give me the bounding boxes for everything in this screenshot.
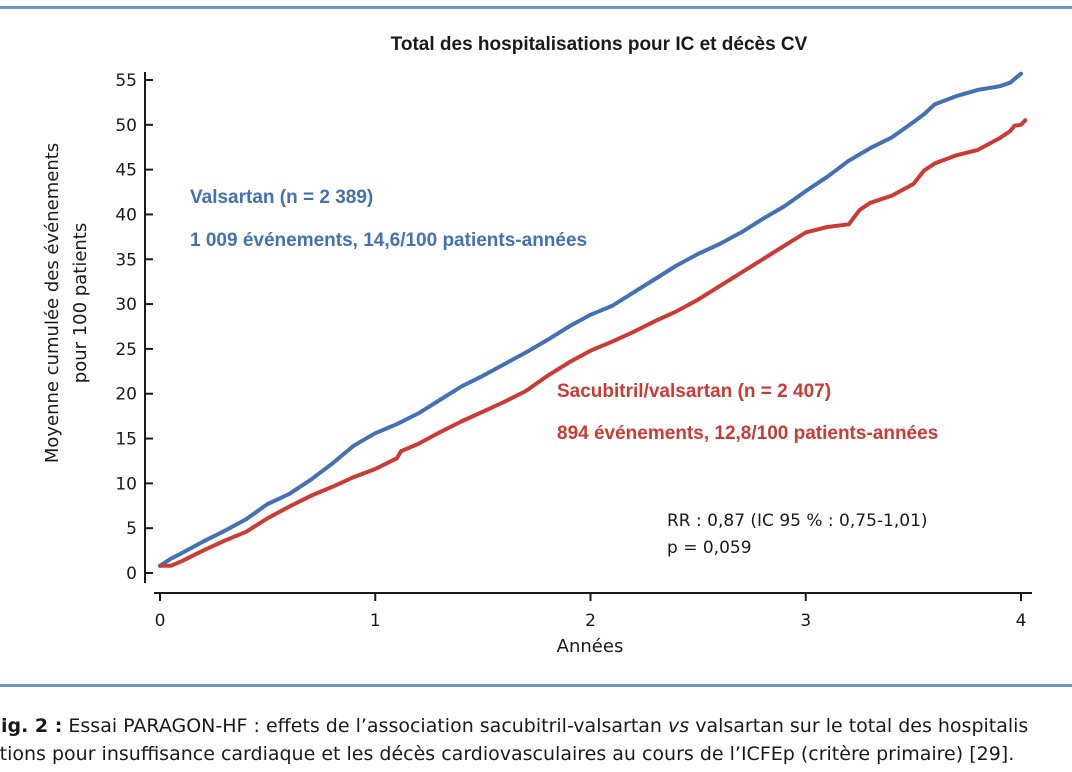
bottom-rule [0,684,1072,687]
y-tick-label: 5 [126,519,137,539]
legend-sacubitril: Sacubitril/valsartan (n = 2 407) [557,381,831,402]
caption-line-1: Fig. 2 : Essai PARAGON-HF : effets de l’… [0,712,1028,740]
caption-text-1-italic: vs [668,715,690,737]
y-tick-label: 30 [115,295,137,315]
caption-text-1a: Essai PARAGON-HF : effets de l’associati… [62,715,669,737]
figure-caption: Fig. 2 : Essai PARAGON-HF : effets de l’… [0,712,1072,772]
legend-valsartan-events: 1 009 événements, 14,6/100 patients-anné… [190,230,587,251]
series-line-sacubitril-valsartan [158,118,1028,568]
y-tick-label: 0 [126,564,137,584]
y-tick-label: 55 [115,71,137,91]
caption-text-1b: valsartan sur le total des hospitalis [689,715,1029,737]
y-tick-label: 15 [115,430,137,450]
y-tick-label: 45 [115,161,137,181]
x-tick-label: 2 [585,611,596,631]
caption-line-2: ations pour insuffisance cardiaque et le… [0,743,1015,765]
x-tick-label: 0 [155,611,166,631]
y-tick-label: 50 [115,116,137,136]
y-tick-label: 35 [115,250,137,270]
caption-label: Fig. 2 : [0,715,63,737]
chart-title: Total des hospitalisations pour IC et dé… [391,34,808,55]
y-axis-label-line1: Moyenne cumulée des événements [42,143,63,463]
y-tick-label: 25 [115,340,137,360]
legend-sacubitril-events: 894 événements, 12,8/100 patients-années [557,423,938,444]
x-tick-label: 3 [800,611,811,631]
y-axis-ticks: 0 5 10 15 20 25 30 35 40 45 50 55 [115,71,153,584]
y-tick-label: 10 [115,474,137,494]
y-tick-label: 40 [115,205,137,225]
series-lines [158,71,1028,568]
x-axis-ticks: 0 1 2 3 4 [155,593,1027,631]
series-line-valsartan [158,71,1023,568]
stats-annotation-p: p = 0,059 [667,538,752,558]
chart: Total des hospitalisations pour IC et dé… [42,34,1032,657]
x-tick-label: 4 [1016,611,1027,631]
stats-annotation-rr: RR : 0,87 (IC 95 % : 0,75-1,01) [667,511,928,531]
legend-valsartan: Valsartan (n = 2 389) [190,187,373,208]
y-axis-label-line2: pour 100 patients [70,223,91,383]
x-tick-label: 1 [370,611,381,631]
top-rule [0,6,1072,9]
y-tick-label: 20 [115,385,137,405]
x-axis-label: Années [557,636,624,657]
